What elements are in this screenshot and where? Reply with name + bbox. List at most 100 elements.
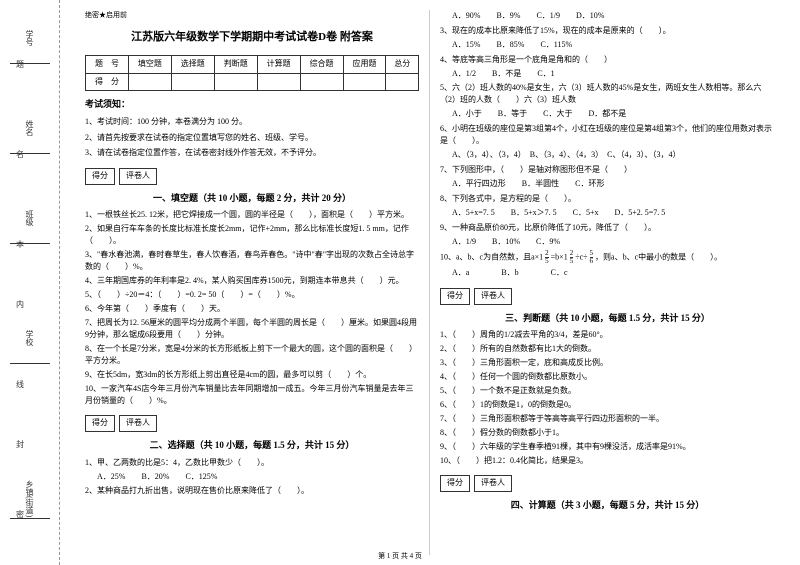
notice-item: 1、考试时间：100 分钟，本卷满分为 100 分。	[85, 116, 419, 129]
section-3-title: 三、判断题（共 10 小题，每题 1.5 分，共计 15 分）	[440, 311, 775, 325]
th: 选择题	[171, 55, 214, 73]
question: 1、一根铁丝长25. 12米，把它焊接成一个圆，圆的半径是（ ），面积是（ ）平…	[85, 209, 419, 221]
question: 2、（ ）所有的自然数都有比1大的倒数。	[440, 343, 775, 355]
margin-label-name: 姓名	[24, 120, 35, 136]
question: 9、一种商品原价80元，比原价降低了10元，降低了（ ）。	[440, 222, 775, 234]
table-row: 得 分	[86, 73, 419, 91]
question: 3、现在的成本比原来降低了15%，现在的成本是原来的（ ）。	[440, 25, 775, 37]
td	[214, 73, 257, 91]
q-text: ，则a、b、c中最小的数是（ ）。	[595, 253, 722, 262]
th: 判断题	[214, 55, 257, 73]
reviewer-box: 评卷人	[474, 475, 512, 492]
question: 10、（ ）把1.2：0.4化简比，结果是3。	[440, 455, 775, 467]
margin-label-class: 班级	[24, 210, 35, 226]
options: A．1/9 B．10% C．9%	[452, 236, 775, 249]
fraction: 25	[545, 250, 549, 265]
fraction: 25	[570, 250, 574, 265]
score-row: 得分 评卷人	[440, 471, 775, 494]
th: 填空题	[128, 55, 171, 73]
q-text: 10、a、b、c为自然数，且a×1	[440, 253, 543, 262]
left-column: 绝密★启用前 江苏版六年级数学下学期期中考试试卷D卷 附答案 题 号 填空题 选…	[75, 10, 430, 555]
td	[171, 73, 214, 91]
question: 8、在一个长是7分米，宽是4分米的长方形纸板上剪下一个最大的圆，这个圆的面积是（…	[85, 343, 419, 367]
score-box: 得分	[85, 415, 115, 432]
td	[257, 73, 300, 91]
question: 7、把周长为12. 56厘米的圆平均分成两个半圆，每个半圆的周长是（ ）厘米。如…	[85, 317, 419, 341]
th: 总分	[386, 55, 419, 73]
options: A、（3，4）、（3，4） B、（3，4）、（4，3） C、（4，3）、（3，4…	[452, 149, 775, 162]
score-row: 得分 评卷人	[85, 164, 419, 187]
options: A．平行四边形 B．半圆性 C．环形	[452, 178, 775, 191]
question: 10、一家汽车4S店今年三月份汽车销量比去年同期增加一成五。今年三月份汽车销量是…	[85, 383, 419, 407]
question: 1、（ ）周角的1/2减去平角的3/4，差是60°。	[440, 329, 775, 341]
notice-title: 考试须知：	[85, 97, 419, 111]
reviewer-box: 评卷人	[119, 168, 157, 185]
margin-box	[10, 350, 50, 364]
options: A．5+x=7. 5 B．5+x＞7. 5 C．5+x D．5+2. 5=7. …	[452, 207, 775, 220]
score-row: 得分 评卷人	[440, 284, 775, 307]
margin-vtext: 内	[15, 300, 26, 308]
options: A．15% B．85% C．115%	[452, 39, 775, 52]
question: 7、（ ）三角形面积都等于等高等高平行四边形面积的一半。	[440, 413, 775, 425]
margin-vtext: 题	[15, 60, 26, 68]
question: 9、（ ）六年级的学生春季植91棵，其中有9棵没活，成活率是91%。	[440, 441, 775, 453]
question: 10、a、b、c为自然数，且a×1 25 =b×1 25 ÷c÷ 56 ，则a、…	[440, 250, 775, 265]
th: 应用题	[343, 55, 386, 73]
question: 8、下列各式中，是方程的是（ ）。	[440, 193, 775, 205]
question: 4、等底等高三角形是一个底角是角和的（ ）	[440, 54, 775, 66]
th: 综合题	[300, 55, 343, 73]
notice-item: 3、请在试卷指定位置作答，在试卷密封线外作答无效，不予评分。	[85, 147, 419, 160]
question: 4、（ ）任何一个圆的倒数都比原数小。	[440, 371, 775, 383]
question: 4、三年期国库券的年利率是2. 4%，某人购买国库券1500元，到期连本带息共（…	[85, 275, 419, 287]
td	[343, 73, 386, 91]
right-column: A．90% B．9% C．1/9 D．10% 3、现在的成本比原来降低了15%，…	[430, 10, 785, 555]
margin-vtext: 封	[15, 440, 26, 448]
question: 6、今年第（ ）季度有（ ）天。	[85, 303, 419, 315]
margin-label-id: 学号	[24, 30, 35, 46]
q-text: =b×1	[551, 253, 568, 262]
reviewer-box: 评卷人	[474, 288, 512, 305]
notice-item: 2、请首先按要求在试卷的指定位置填写您的姓名、班级、学号。	[85, 132, 419, 145]
margin-vtext: 线	[15, 380, 26, 388]
question: 6、小明在班级的座位是第3组第4个，小红在班级的座位是第4组第3个，他们的座位用…	[440, 123, 775, 147]
margin-vtext: 本	[15, 240, 26, 248]
question: 1、甲、乙两数的比是5：4，乙数比甲数少（ ）。	[85, 457, 419, 469]
question: 5、（ ）一个数不是正数就是负数。	[440, 385, 775, 397]
options: A．90% B．9% C．1/9 D．10%	[452, 10, 775, 23]
options: A．1/2 B．不是 C．1	[452, 68, 775, 81]
section-4-title: 四、计算题（共 3 小题，每题 5 分，共计 15 分）	[440, 498, 775, 512]
score-box: 得分	[440, 288, 470, 305]
content-area: 绝密★启用前 江苏版六年级数学下学期期中考试试卷D卷 附答案 题 号 填空题 选…	[60, 0, 800, 565]
question: 5、六（2）班人数的40%是女生，六（3）班人数的45%是女生，两班女生人数相等…	[440, 82, 775, 106]
score-box: 得分	[440, 475, 470, 492]
margin-label-school: 学校	[24, 330, 35, 346]
q-text: ÷c÷	[575, 253, 587, 262]
td	[386, 73, 419, 91]
td: 得 分	[86, 73, 129, 91]
page-container: 学号 题 姓名 名 班级 本 内 学校 线 封 乡镇(街道) 密 绝密★启用前 …	[0, 0, 800, 565]
question: 9、在长5dm，宽3dm的长方形纸上剪出直径是4cm的圆，最多可以剪（ ）个。	[85, 369, 419, 381]
score-box: 得分	[85, 168, 115, 185]
question: 6、（ ）1的倒数是1，0的倒数是0。	[440, 399, 775, 411]
reviewer-box: 评卷人	[119, 415, 157, 432]
score-row: 得分 评卷人	[85, 411, 419, 434]
question: 2、如果自行车车条的长度比标准长度长2mm，记作+2mm，那么比标准长度短1. …	[85, 223, 419, 247]
binding-margin: 学号 题 姓名 名 班级 本 内 学校 线 封 乡镇(街道) 密	[0, 0, 60, 565]
td	[300, 73, 343, 91]
options: A．a B．b C．c	[452, 267, 775, 280]
question: 5、（ ）÷20＝4：（ ）=0. 2= 50（ ）=（ ）%。	[85, 289, 419, 301]
th: 题 号	[86, 55, 129, 73]
question: 3、（ ）三角形面积一定，底和高成反比例。	[440, 357, 775, 369]
fraction: 56	[590, 250, 594, 265]
td	[128, 73, 171, 91]
page-footer: 第 1 页 共 4 页	[0, 551, 800, 561]
section-2-title: 二、选择题（共 10 小题，每题 1.5 分，共计 15 分）	[85, 438, 419, 452]
options: A．小于 B．等于 C．大于 D．都不是	[452, 108, 775, 121]
table-row: 题 号 填空题 选择题 判断题 计算题 综合题 应用题 总分	[86, 55, 419, 73]
score-table: 题 号 填空题 选择题 判断题 计算题 综合题 应用题 总分 得 分	[85, 55, 419, 92]
secret-label: 绝密★启用前	[85, 10, 419, 21]
margin-vtext: 密	[15, 510, 26, 518]
question: 3、"春水春池满，春时春草生，春人饮春酒，春鸟弄春色。"诗中"春"字出现的次数占…	[85, 249, 419, 273]
question: 2、某种商品打九折出售，说明现在售价比原来降低了（ ）。	[85, 485, 419, 497]
exam-title: 江苏版六年级数学下学期期中考试试卷D卷 附答案	[85, 29, 419, 47]
